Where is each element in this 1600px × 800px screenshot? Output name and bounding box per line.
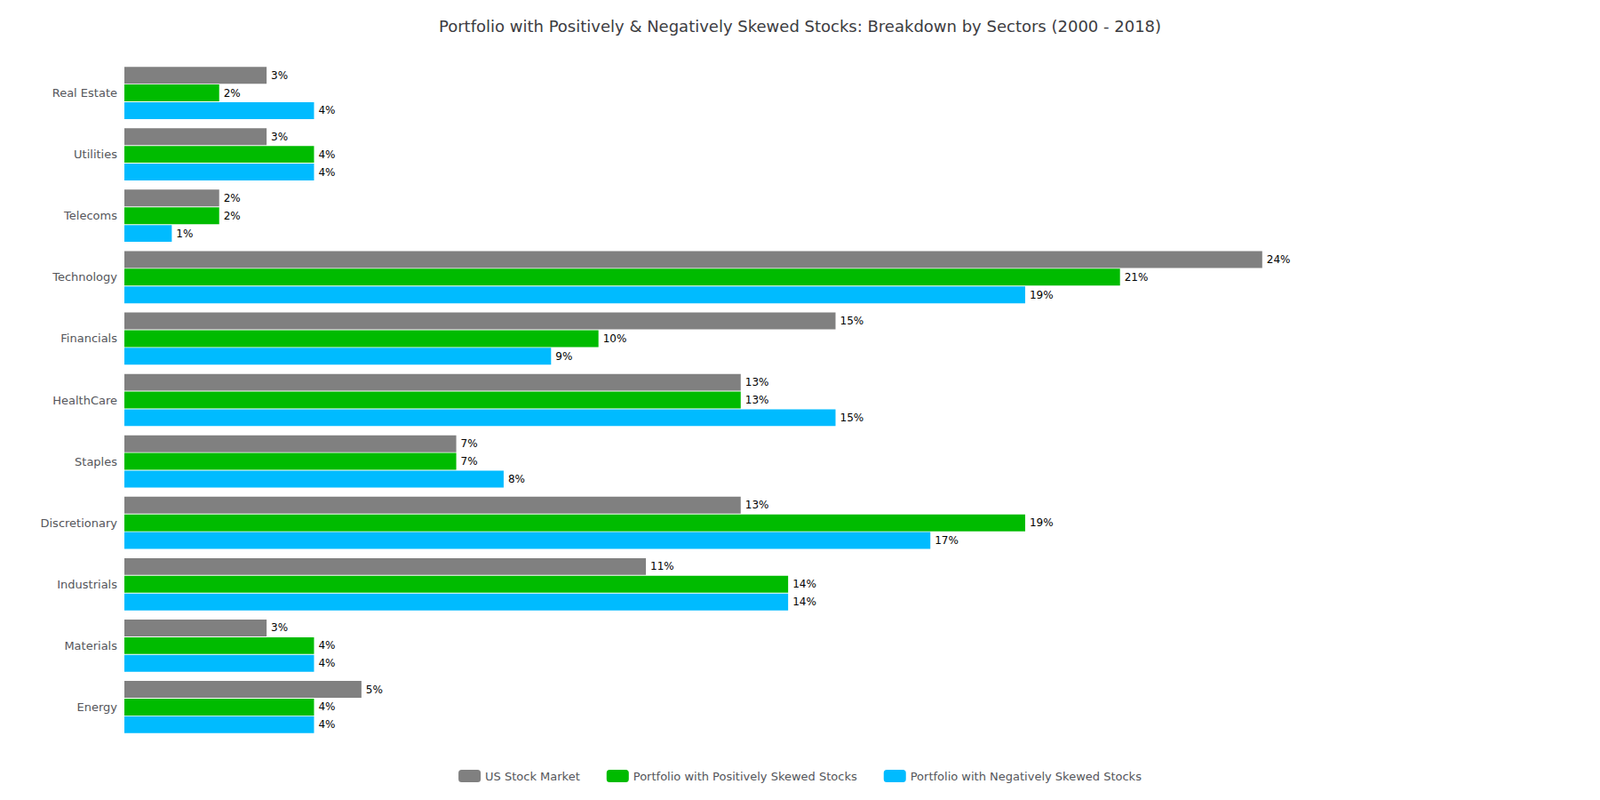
svg-text:15%: 15% [840,314,865,327]
svg-text:8%: 8% [508,472,526,486]
svg-text:Industrials: Industrials [56,577,118,591]
svg-text:1%: 1% [175,227,193,240]
svg-text:13%: 13% [745,498,770,511]
svg-text:Discretionary: Discretionary [39,516,118,530]
svg-text:US Stock Market: US Stock Market [485,769,581,783]
svg-text:5%: 5% [366,683,383,696]
svg-text:4%: 4% [318,148,335,161]
svg-text:Telecoms: Telecoms [63,208,118,223]
svg-text:Materials: Materials [63,638,118,653]
svg-text:10%: 10% [603,332,628,345]
svg-text:3%: 3% [270,620,288,634]
svg-text:HealthCare: HealthCare [52,393,118,407]
svg-text:Portfolio with Negatively Skew: Portfolio with Negatively Skewed Stocks [910,769,1142,783]
svg-text:21%: 21% [1124,270,1149,284]
svg-text:13%: 13% [745,393,770,406]
svg-text:17%: 17% [934,533,959,547]
svg-text:Portfolio with Positively & Ne: Portfolio with Positively & Negatively S… [438,16,1162,36]
svg-text:Energy: Energy [76,700,118,714]
svg-text:11%: 11% [650,559,675,573]
svg-text:4%: 4% [318,103,335,117]
svg-text:7%: 7% [461,437,478,450]
svg-text:19%: 19% [1029,288,1054,302]
svg-text:Real Estate: Real Estate [52,86,118,100]
svg-text:Staples: Staples [74,454,118,469]
svg-text:2%: 2% [223,209,241,223]
svg-text:Portfolio with Positively Skew: Portfolio with Positively Skewed Stocks [633,769,858,783]
svg-text:4%: 4% [318,638,335,652]
svg-text:4%: 4% [318,656,335,669]
svg-text:14%: 14% [792,577,817,590]
svg-text:Utilities: Utilities [73,147,118,161]
svg-text:4%: 4% [318,166,335,179]
svg-text:14%: 14% [792,595,817,608]
svg-text:4%: 4% [318,717,335,731]
svg-text:Financials: Financials [60,331,118,345]
svg-text:3%: 3% [270,69,288,82]
svg-text:Technology: Technology [51,270,118,284]
svg-text:3%: 3% [270,130,288,144]
svg-text:15%: 15% [840,411,865,424]
svg-text:7%: 7% [461,454,478,468]
svg-text:13%: 13% [745,375,770,389]
svg-text:2%: 2% [223,191,241,205]
svg-text:9%: 9% [555,350,573,363]
svg-text:2%: 2% [223,87,241,100]
svg-text:4%: 4% [318,700,335,713]
svg-text:19%: 19% [1029,516,1054,529]
svg-text:24%: 24% [1266,253,1291,266]
